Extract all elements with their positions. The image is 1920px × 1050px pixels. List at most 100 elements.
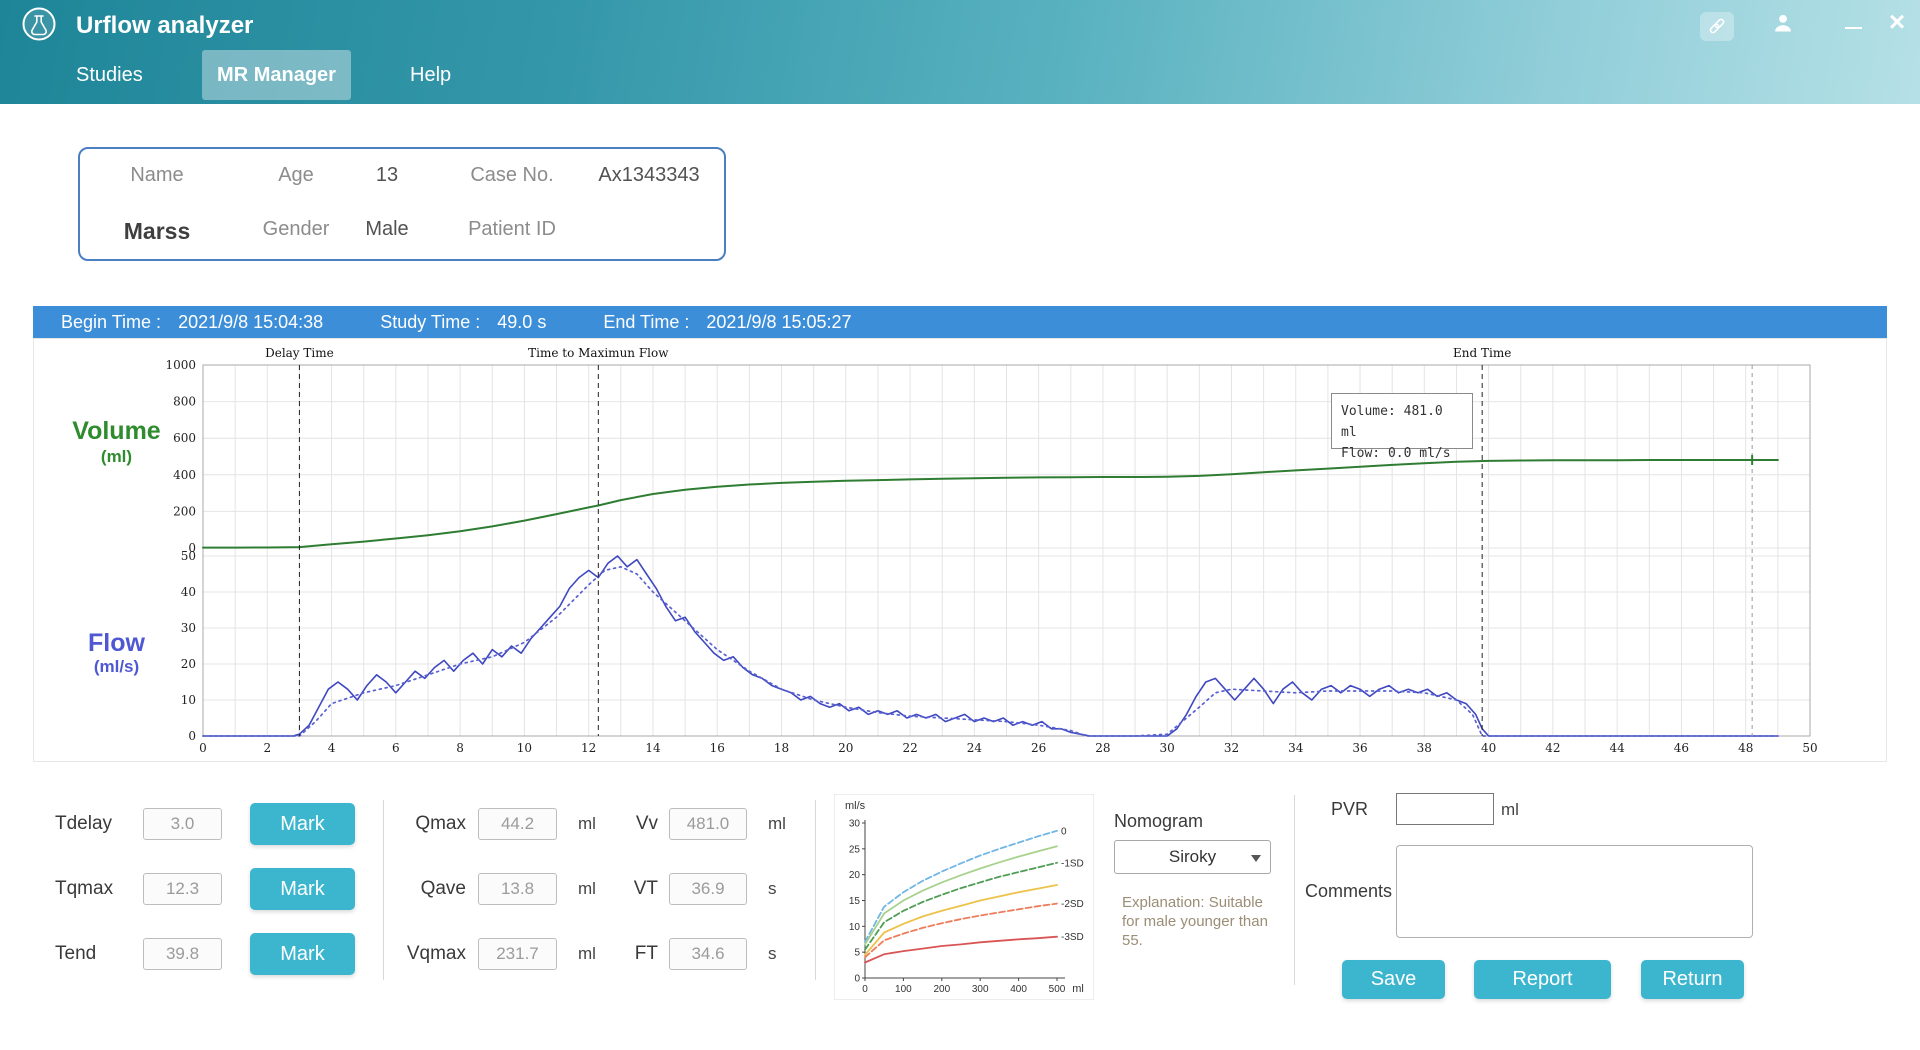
- volume-axis-label: Volume: [34, 417, 199, 446]
- comments-textarea[interactable]: [1396, 845, 1753, 938]
- svg-text:800: 800: [173, 395, 196, 409]
- vqmax-value: 231.7: [478, 938, 557, 970]
- patient-name-label: Name: [130, 164, 183, 187]
- svg-text:400: 400: [1010, 984, 1027, 995]
- svg-text:8: 8: [456, 741, 464, 755]
- user-button[interactable]: [1772, 12, 1798, 38]
- svg-text:22: 22: [902, 741, 917, 755]
- svg-text:0: 0: [1061, 826, 1067, 837]
- svg-text:16: 16: [710, 741, 725, 755]
- tdelay-value: 3.0: [143, 808, 222, 840]
- svg-text:End Time: End Time: [1453, 346, 1511, 360]
- study-time-bar: Begin Time : 2021/9/8 15:04:38 Study Tim…: [33, 306, 1887, 338]
- volume-axis-unit: (ml): [34, 447, 199, 467]
- svg-text:10: 10: [517, 741, 532, 755]
- vqmax-unit: ml: [578, 943, 596, 965]
- svg-text:12: 12: [581, 741, 596, 755]
- patient-case-value: Ax1343343: [598, 164, 699, 187]
- tend-label: Tend: [55, 943, 96, 965]
- svg-text:44: 44: [1610, 741, 1626, 755]
- svg-text:ml/s: ml/s: [845, 800, 866, 812]
- patient-gender-value: Male: [365, 218, 408, 241]
- svg-text:15: 15: [849, 896, 861, 907]
- flow-axis-unit: (ml/s): [34, 657, 199, 677]
- save-button[interactable]: Save: [1342, 960, 1445, 999]
- patient-name-value: Marss: [124, 218, 190, 245]
- begin-time-value: 2021/9/8 15:04:38: [178, 312, 323, 332]
- svg-text:50: 50: [1802, 741, 1817, 755]
- svg-text:5: 5: [854, 948, 860, 959]
- return-button[interactable]: Return: [1641, 960, 1744, 999]
- svg-text:48: 48: [1738, 741, 1753, 755]
- svg-text:200: 200: [933, 984, 950, 995]
- vt-unit: s: [768, 878, 777, 900]
- svg-text:10: 10: [181, 693, 196, 707]
- study-time-label: Study Time :: [380, 312, 480, 332]
- qave-value: 13.8: [478, 873, 557, 905]
- svg-text:20: 20: [838, 741, 853, 755]
- pvr-label: PVR: [1331, 798, 1368, 820]
- patient-info-card: Name Marss Age Gender 13 Male Case No. P…: [78, 147, 726, 261]
- nomogram-explanation: Explanation: Suitable for male younger t…: [1122, 893, 1284, 950]
- patient-age-label: Age: [278, 164, 314, 187]
- vt-value: 36.9: [669, 873, 747, 905]
- svg-text:26: 26: [1031, 741, 1046, 755]
- report-button[interactable]: Report: [1474, 960, 1611, 999]
- tooltip-volume: Volume: 481.0 ml: [1341, 401, 1463, 443]
- svg-text:20: 20: [849, 870, 861, 881]
- svg-text:18: 18: [774, 741, 789, 755]
- pvr-input[interactable]: [1396, 793, 1494, 825]
- comments-label: Comments: [1305, 880, 1392, 902]
- qmax-label: Qmax: [380, 813, 466, 835]
- end-time-label: End Time :: [603, 312, 689, 332]
- tqmax-value: 12.3: [143, 873, 222, 905]
- svg-text:Delay Time: Delay Time: [265, 346, 334, 360]
- vv-unit: ml: [768, 813, 786, 835]
- svg-text:0: 0: [199, 741, 207, 755]
- divider: [1294, 795, 1295, 985]
- title-bar: Urflow analyzer × Studies MR Manager Hel…: [0, 0, 1920, 104]
- mark-tdelay-button[interactable]: Mark: [250, 803, 355, 845]
- close-button[interactable]: ×: [1882, 4, 1912, 38]
- pvr-unit: ml: [1501, 799, 1519, 821]
- svg-text:1000: 1000: [165, 358, 196, 372]
- mark-tend-button[interactable]: Mark: [250, 933, 355, 975]
- svg-text:36: 36: [1352, 741, 1367, 755]
- svg-text:Time to Maximun Flow: Time to Maximun Flow: [528, 346, 669, 360]
- svg-text:46: 46: [1674, 741, 1689, 755]
- vv-label: Vv: [600, 813, 658, 835]
- nomogram-select[interactable]: Siroky: [1114, 840, 1271, 874]
- svg-text:40: 40: [181, 585, 196, 599]
- tqmax-label: Tqmax: [55, 878, 113, 900]
- mark-tqmax-button[interactable]: Mark: [250, 868, 355, 910]
- svg-text:30: 30: [849, 819, 861, 830]
- uroflow-chart[interactable]: 0200400600800100001020304050024681012141…: [34, 339, 1886, 761]
- nomogram-chart-panel: 0510152025300100200300400500ml/sml0-1SD-…: [834, 794, 1094, 1000]
- svg-text:0: 0: [854, 974, 860, 985]
- link-button[interactable]: [1700, 12, 1734, 41]
- menu-item-help[interactable]: Help: [410, 52, 451, 98]
- svg-text:50: 50: [181, 549, 196, 563]
- svg-text:500: 500: [1049, 984, 1066, 995]
- svg-text:10: 10: [849, 922, 861, 933]
- link-icon: [1708, 17, 1726, 35]
- svg-text:25: 25: [849, 844, 861, 855]
- svg-text:42: 42: [1545, 741, 1560, 755]
- svg-text:0: 0: [188, 729, 196, 743]
- begin-time-label: Begin Time :: [61, 312, 161, 332]
- minimize-button[interactable]: [1842, 14, 1866, 38]
- svg-text:34: 34: [1288, 741, 1304, 755]
- vqmax-label: Vqmax: [380, 943, 466, 965]
- nomogram-selected-value: Siroky: [1169, 847, 1216, 866]
- vt-label: VT: [600, 878, 658, 900]
- flow-axis-label: Flow: [34, 629, 199, 658]
- menu-item-studies[interactable]: Studies: [76, 52, 143, 98]
- svg-text:28: 28: [1095, 741, 1110, 755]
- patient-gender-label: Gender: [263, 218, 330, 241]
- vv-value: 481.0: [669, 808, 747, 840]
- ft-unit: s: [768, 943, 777, 965]
- app-logo-icon: [20, 5, 58, 43]
- study-time-value: 49.0 s: [497, 312, 546, 332]
- qmax-value: 44.2: [478, 808, 557, 840]
- menu-item-mr-manager[interactable]: MR Manager: [202, 50, 351, 100]
